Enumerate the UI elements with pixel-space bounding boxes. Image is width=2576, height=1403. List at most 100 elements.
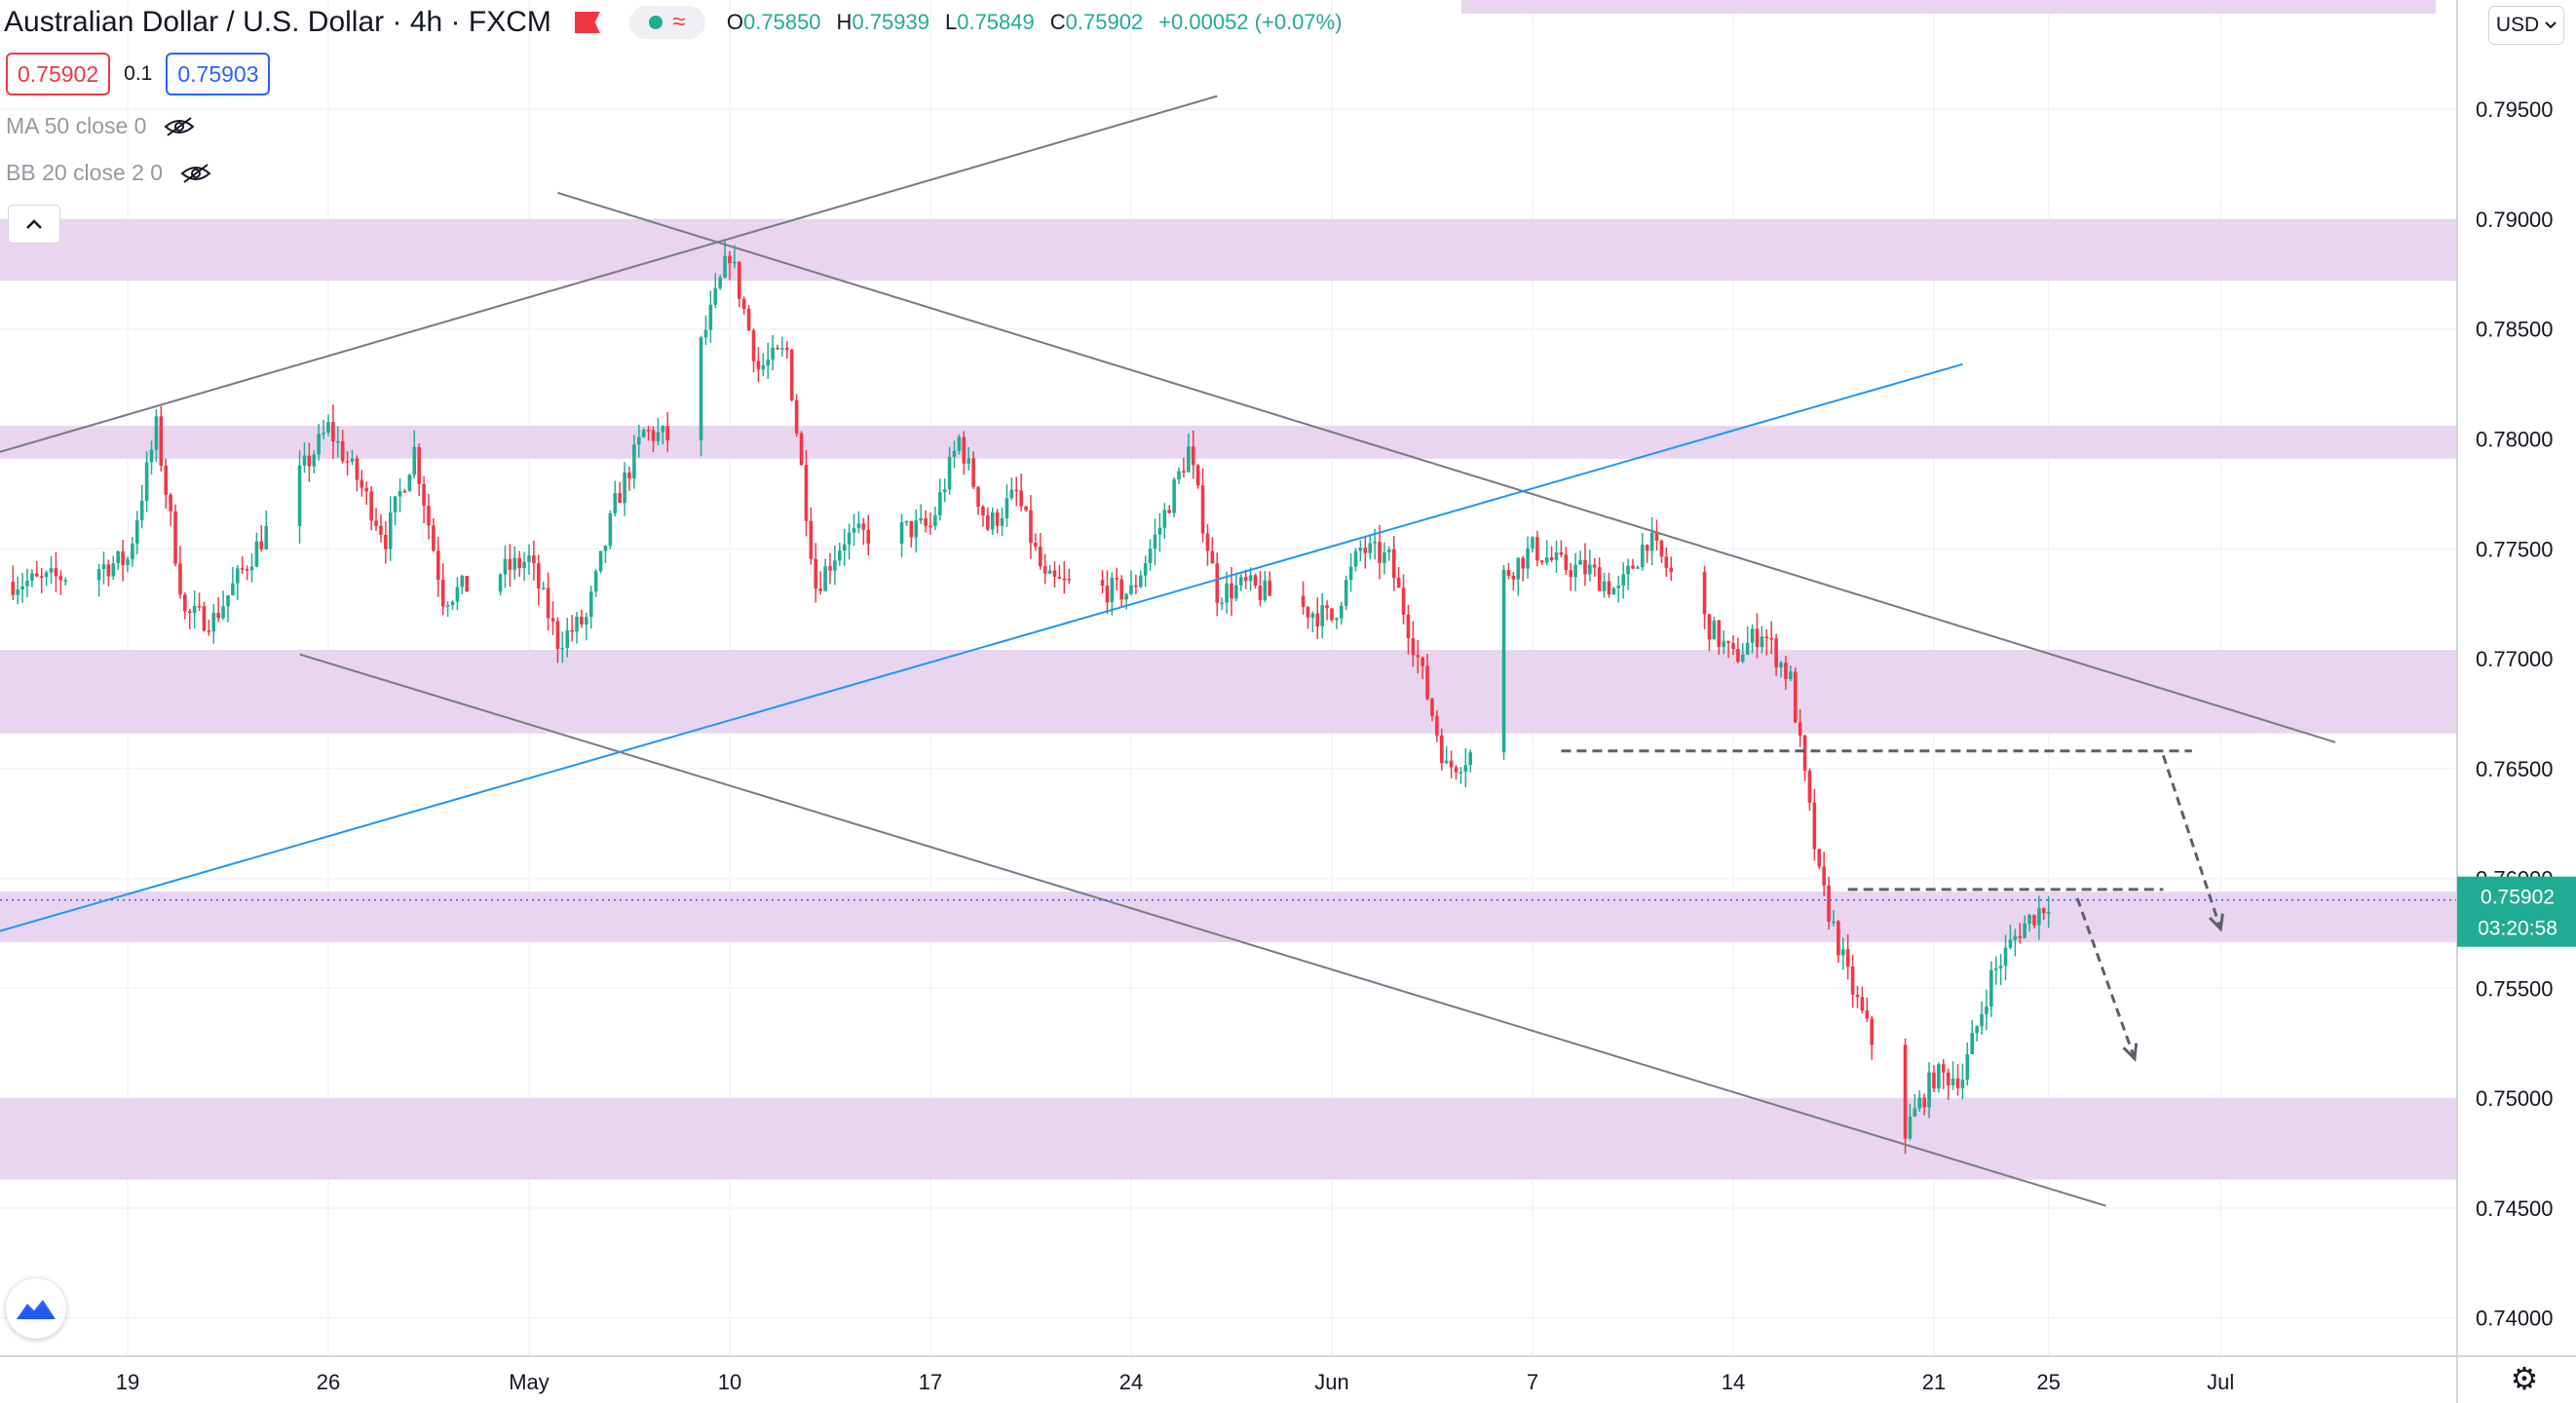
candle bbox=[126, 556, 130, 573]
buy-price-button[interactable]: 0.75903 bbox=[166, 53, 271, 95]
price-axis[interactable]: 0.79500 0.79000 0.78500 0.78000 0.77500 0.770… bbox=[2456, 0, 2554, 1403]
y-tick-label: 0.79500 bbox=[2476, 97, 2554, 122]
symbol-legend[interactable]: Australian Dollar / U.S. Dollar · 4h · F… bbox=[0, 0, 1343, 45]
candle bbox=[1182, 457, 1186, 478]
candle bbox=[1960, 1063, 1965, 1100]
candle bbox=[1234, 572, 1238, 602]
candle bbox=[231, 567, 235, 596]
candle bbox=[340, 430, 345, 464]
candle bbox=[1153, 518, 1157, 566]
candle bbox=[789, 348, 794, 402]
channel-trend-line[interactable] bbox=[0, 95, 1218, 457]
candle bbox=[187, 608, 192, 629]
candle bbox=[699, 335, 703, 457]
sell-price-button[interactable]: 0.75902 bbox=[6, 53, 111, 95]
market-status-pill[interactable]: ≈ bbox=[628, 6, 705, 39]
trend-lines[interactable] bbox=[0, 95, 2336, 1207]
candle bbox=[1621, 562, 1625, 599]
exchange: FXCM bbox=[468, 6, 551, 38]
candle bbox=[417, 443, 421, 497]
candle bbox=[1636, 565, 1640, 570]
candle bbox=[503, 545, 508, 588]
hidden-eye-icon[interactable] bbox=[164, 116, 196, 137]
candle bbox=[1731, 635, 1735, 656]
candle bbox=[1850, 954, 1855, 1008]
candle bbox=[336, 426, 340, 458]
candle bbox=[1047, 565, 1052, 575]
spread-value: 0.1 bbox=[124, 62, 153, 85]
candle bbox=[236, 564, 240, 601]
candle bbox=[1110, 572, 1115, 616]
tradingview-logo-icon bbox=[17, 1300, 56, 1319]
support-resistance-zones bbox=[0, 0, 2457, 1180]
time-axis[interactable]: 19 26 May 10 17 24 Jun 7 14 21 25 Jul bbox=[0, 1355, 2576, 1394]
candle bbox=[1506, 562, 1511, 580]
candle bbox=[1573, 552, 1577, 592]
candle bbox=[971, 451, 975, 490]
candle bbox=[63, 577, 68, 586]
candle bbox=[1034, 533, 1038, 551]
candle bbox=[1067, 568, 1072, 585]
candle bbox=[1463, 747, 1468, 788]
candle bbox=[1177, 467, 1181, 484]
tradingview-logo-button[interactable] bbox=[6, 1278, 66, 1339]
chevron-down-icon bbox=[2545, 21, 2557, 29]
candle bbox=[1138, 570, 1143, 588]
candle bbox=[919, 504, 923, 524]
currency-dropdown[interactable]: USD bbox=[2488, 6, 2564, 45]
channel-trend-line[interactable] bbox=[557, 191, 2336, 743]
candle bbox=[1468, 749, 1473, 773]
blue-trend-line[interactable] bbox=[0, 362, 1963, 935]
candle bbox=[733, 245, 737, 269]
candle bbox=[2018, 923, 2023, 944]
candle bbox=[623, 462, 626, 516]
candle bbox=[1649, 516, 1654, 566]
candle bbox=[651, 426, 656, 452]
market-open-dot-icon bbox=[649, 16, 663, 29]
candle bbox=[322, 419, 325, 440]
candle bbox=[211, 604, 216, 644]
flag-icon[interactable] bbox=[574, 12, 600, 33]
y-tick-label: 0.74500 bbox=[2476, 1196, 2554, 1221]
candle bbox=[2008, 925, 2013, 950]
candle bbox=[1444, 745, 1449, 765]
candle bbox=[517, 550, 521, 577]
symbol-title[interactable]: Australian Dollar / U.S. Dollar · 4h · F… bbox=[4, 6, 551, 38]
indicator-bb[interactable]: BB 20 close 2 0 bbox=[6, 160, 211, 186]
price-zone bbox=[0, 425, 2457, 459]
candle bbox=[809, 507, 814, 565]
candle bbox=[856, 511, 861, 534]
candle bbox=[1998, 954, 2003, 985]
candle bbox=[737, 261, 741, 308]
candle bbox=[532, 540, 536, 581]
hidden-eye-icon[interactable] bbox=[180, 163, 211, 184]
candle bbox=[159, 405, 164, 473]
candle bbox=[1353, 548, 1358, 572]
candle bbox=[1430, 697, 1434, 722]
candle bbox=[1358, 540, 1363, 562]
candle bbox=[144, 451, 149, 512]
indicator-ma[interactable]: MA 50 close 0 bbox=[6, 113, 196, 139]
collapse-legend-button[interactable] bbox=[8, 205, 60, 244]
candle bbox=[1965, 1042, 1970, 1086]
x-tick-label: 7 bbox=[1527, 1370, 1538, 1394]
channel-trend-line[interactable] bbox=[299, 653, 2106, 1207]
candle bbox=[1225, 571, 1229, 614]
candle bbox=[1416, 639, 1421, 674]
candle bbox=[1908, 1103, 1913, 1141]
chart-settings-gear-icon[interactable]: ⚙ bbox=[2510, 1361, 2539, 1396]
candle bbox=[240, 556, 245, 574]
candle bbox=[847, 523, 852, 560]
candle bbox=[656, 417, 661, 446]
candle bbox=[986, 507, 990, 532]
candle bbox=[741, 296, 746, 315]
candle bbox=[1760, 626, 1764, 654]
price-zone bbox=[0, 891, 2457, 943]
dashed-level-lines[interactable] bbox=[1561, 749, 2192, 891]
candle bbox=[1631, 558, 1635, 570]
candle bbox=[197, 592, 202, 612]
candle bbox=[1253, 573, 1258, 589]
candle bbox=[360, 470, 364, 497]
candle bbox=[1191, 430, 1195, 479]
